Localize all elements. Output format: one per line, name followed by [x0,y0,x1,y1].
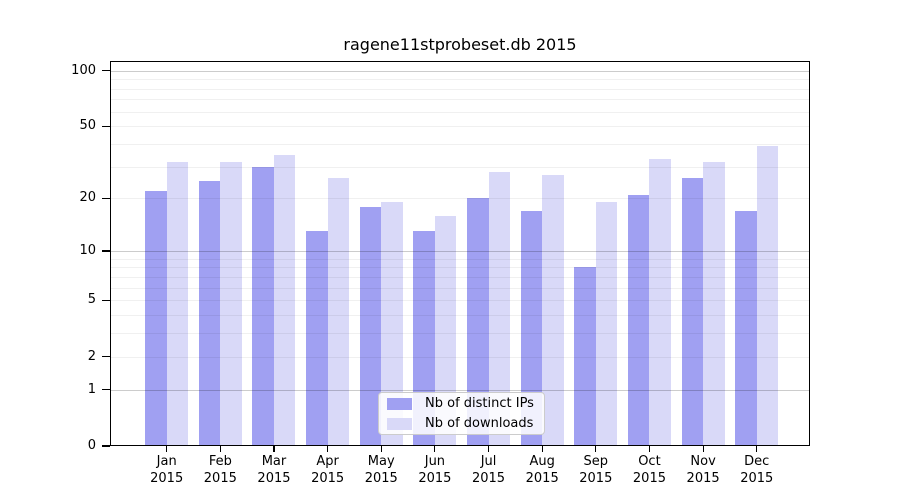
x-tick-label-aug: Aug 2015 [525,454,559,486]
bar-distinct-ips-mar [252,166,274,446]
y-tick-label-10: 10 [79,243,96,259]
y-tick-0 [102,445,110,447]
gridline-minor-8 [110,267,810,269]
legend-swatch-downloads [387,417,412,430]
gridline-minor-4 [110,315,810,317]
x-tick-label-sep: Sep 2015 [579,454,613,486]
x-tick-label-nov: Nov 2015 [686,454,720,486]
gridline-minor-2 [110,356,810,358]
gridline-major-100 [110,70,810,72]
bars-layer [110,61,810,446]
grid-layer [110,61,810,446]
y-tick-1 [102,389,110,391]
gridline-major-1 [110,389,810,391]
y-tick-50 [102,125,110,127]
x-tick-sep [595,446,597,452]
y-tick-label-0: 0 [87,438,96,453]
gridline-minor-70 [110,99,810,101]
x-tick-label-feb: Feb 2015 [203,454,237,486]
x-tick-label-dec: Dec 2015 [740,454,774,486]
bar-downloads-jan [166,161,189,446]
gridline-minor-3 [110,333,810,335]
gridline-minor-90 [110,79,810,81]
x-tick-jul [487,446,490,452]
x-tick-label-jun: Jun 2015 [418,454,452,486]
y-tick-5 [102,299,110,301]
x-tick-feb [219,446,221,452]
gridline-minor-5 [110,300,810,302]
legend-label-downloads: Nb of downloads [425,415,534,431]
gridline-major-10 [110,251,810,253]
bar-downloads-mar [273,154,296,446]
x-tick-label-oct: Oct 2015 [632,454,666,486]
gridline-minor-30 [110,166,810,168]
bar-distinct-ips-apr [306,231,328,446]
gridline-minor-80 [110,88,810,90]
bar-downloads-aug [542,175,564,446]
gridline-minor-40 [110,144,810,146]
bar-downloads-jul [488,172,511,446]
x-tick-apr [327,446,329,452]
bar-downloads-sep [595,202,618,446]
bar-distinct-ips-jan [145,191,167,446]
x-tick-mar [273,446,275,452]
legend: Nb of distinct IPs Nb of downloads [378,392,545,435]
bar-downloads-oct [649,159,671,446]
bar-distinct-ips-dec [735,211,757,446]
legend-item-downloads: Nb of downloads [379,415,544,432]
bar-downloads-apr [327,178,350,446]
y-tick-100 [102,70,110,72]
gridline-minor-50 [110,126,810,128]
x-tick-jan [166,446,168,452]
y-tick-20 [102,197,110,200]
x-tick-nov [702,446,704,452]
x-tick-label-jan: Jan 2015 [150,454,184,486]
bar-distinct-ips-sep [574,267,596,446]
gridline-minor-20 [110,198,810,200]
x-tick-dec [756,446,758,452]
bar-downloads-dec [756,146,779,446]
x-tick-label-may: May 2015 [364,454,398,486]
y-tick-10 [102,250,110,252]
legend-swatch-distinct-ips [387,397,412,410]
gridline-minor-9 [110,258,810,260]
bar-distinct-ips-jul [467,198,489,446]
x-tick-aug [541,446,543,452]
y-tick-label-100: 100 [71,62,96,78]
legend-item-distinct-ips: Nb of distinct IPs [379,395,544,412]
x-tick-may [380,446,382,452]
bar-distinct-ips-nov [681,178,704,446]
y-tick-label-50: 50 [79,118,96,134]
x-tick-label-jul: Jul 2015 [471,454,506,486]
y-tick-label-20: 20 [79,190,96,206]
x-tick-label-mar: Mar 2015 [257,454,291,486]
y-tick-label-1: 1 [87,381,96,397]
bar-distinct-ips-feb [198,181,221,446]
x-tick-label-apr: Apr 2015 [311,454,345,486]
legend-label-distinct-ips: Nb of distinct IPs [425,395,534,411]
y-tick-label-2: 2 [87,348,96,364]
x-tick-jun [434,446,436,452]
y-tick-label-5: 5 [87,292,96,308]
x-tick-oct [648,446,651,452]
bar-distinct-ips-may [359,206,382,446]
bar-downloads-feb [220,161,242,446]
bar-downloads-jun [434,215,457,446]
bar-distinct-ips-oct [627,194,650,446]
plot-area: Nb of distinct IPs Nb of downloads [110,61,810,446]
y-tick-2 [102,356,110,358]
bar-downloads-may [381,202,403,446]
bar-downloads-nov [703,161,725,446]
gridline-minor-6 [110,287,810,289]
chart-title: ragene11stprobeset.db 2015 [343,35,577,54]
gridline-minor-7 [110,276,810,278]
bar-distinct-ips-aug [520,211,543,446]
gridline-minor-60 [110,111,810,113]
